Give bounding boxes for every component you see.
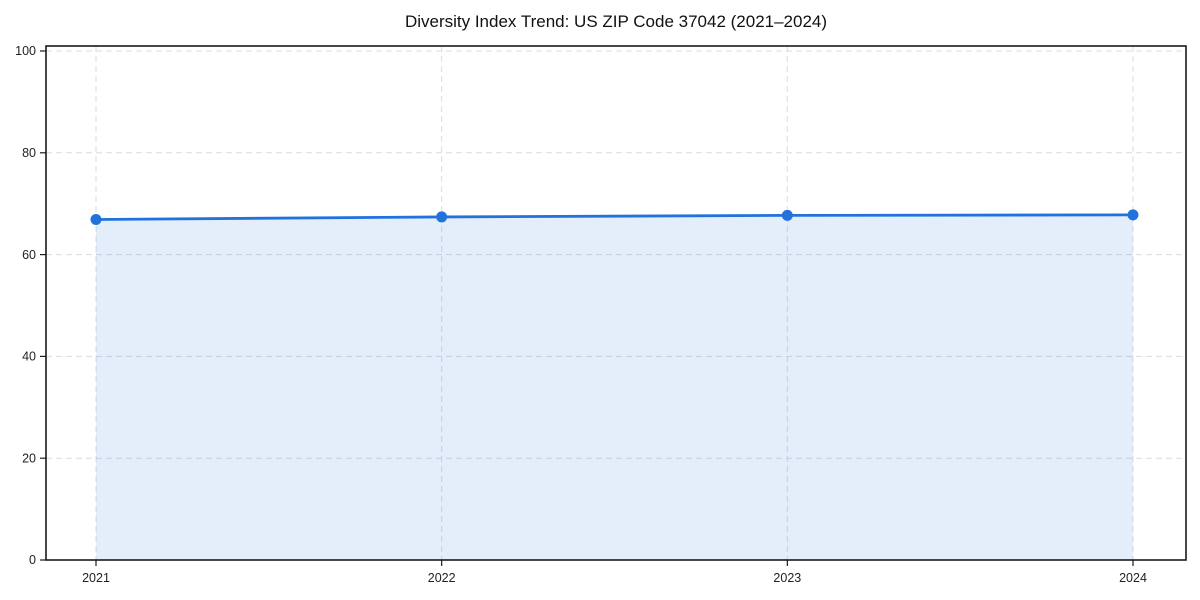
data-point <box>436 211 448 223</box>
x-tick-label: 2024 <box>1119 571 1147 585</box>
y-tick-label: 20 <box>22 451 36 465</box>
series-line <box>94 213 1135 221</box>
chart-title: Diversity Index Trend: US ZIP Code 37042… <box>404 12 828 31</box>
plot-border <box>45 45 1187 561</box>
data-point <box>781 209 793 221</box>
y-tick-label: 40 <box>22 350 36 364</box>
data-point <box>1127 209 1139 221</box>
x-tick-label: 2021 <box>82 571 110 585</box>
x-tick-label: 2023 <box>773 571 801 585</box>
y-tick-label: 60 <box>22 248 36 262</box>
y-tick-label: 80 <box>22 146 36 160</box>
y-tick-label: 0 <box>29 553 36 567</box>
data-point <box>90 213 102 225</box>
x-tick-label: 2022 <box>428 571 456 585</box>
series-area <box>96 214 1133 560</box>
y-tick-label: 100 <box>15 44 36 58</box>
